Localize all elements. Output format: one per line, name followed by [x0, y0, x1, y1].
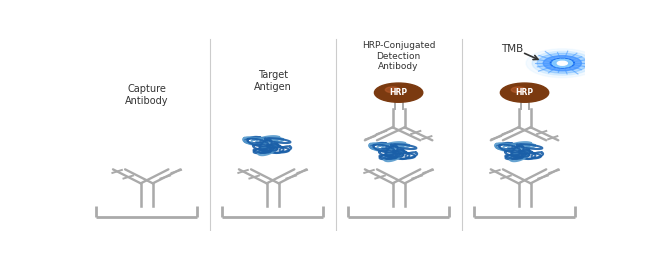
- Circle shape: [551, 58, 575, 68]
- Circle shape: [557, 61, 567, 65]
- Text: TMB: TMB: [501, 44, 523, 54]
- Text: HRP: HRP: [389, 88, 408, 97]
- Circle shape: [374, 83, 422, 102]
- Circle shape: [500, 83, 549, 102]
- Circle shape: [526, 49, 599, 78]
- Circle shape: [552, 59, 573, 67]
- Circle shape: [512, 87, 526, 93]
- Circle shape: [543, 56, 582, 71]
- Text: HRP: HRP: [515, 88, 534, 97]
- Circle shape: [532, 51, 593, 75]
- Text: Capture
Antibody: Capture Antibody: [125, 84, 168, 106]
- Text: Target
Antigen: Target Antigen: [254, 70, 292, 92]
- Circle shape: [385, 87, 400, 93]
- Text: HRP-Conjugated
Detection
Antibody: HRP-Conjugated Detection Antibody: [362, 41, 436, 71]
- Circle shape: [537, 53, 588, 73]
